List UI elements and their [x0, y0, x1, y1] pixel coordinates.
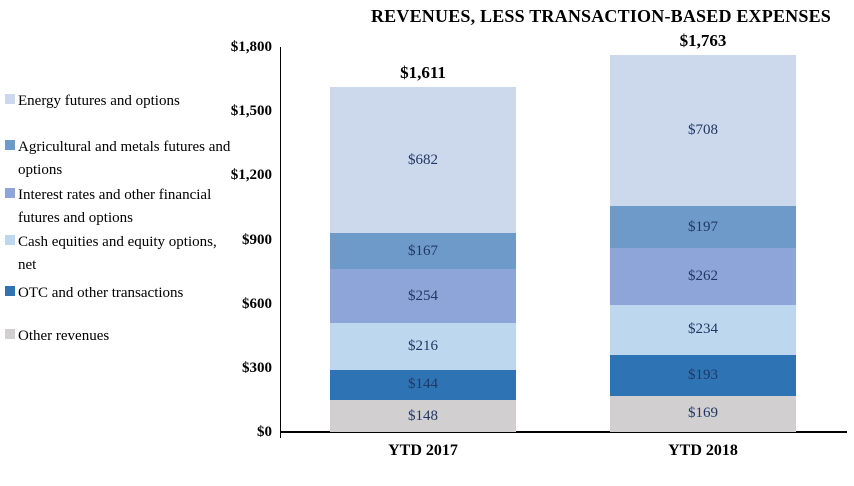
bar-total-label: $1,763: [679, 30, 727, 50]
y-tick-label: $1,500: [230, 103, 272, 120]
legend-label: Interest rates and other financial futur…: [18, 187, 212, 226]
legend-item: Agricultural and metals futures and opti…: [5, 136, 237, 182]
legend-swatch: [5, 235, 15, 245]
segment-value-label: $193: [688, 366, 718, 383]
legend-item: Other revenues: [5, 325, 237, 348]
legend-label: Agricultural and metals futures and opti…: [18, 139, 231, 178]
bar-segment: $169: [610, 395, 796, 432]
legend-item: OTC and other transactions: [5, 282, 237, 305]
legend-item: Energy futures and options: [5, 90, 237, 113]
y-tick-label: $0: [257, 424, 272, 440]
y-axis-line: [280, 47, 281, 438]
chart-title: REVENUES, LESS TRANSACTION-BASED EXPENSE…: [370, 6, 831, 26]
legend-swatch: [5, 188, 15, 198]
segment-value-label: $169: [688, 405, 718, 422]
legend-label: Energy futures and options: [18, 93, 180, 109]
y-tick-label: $300: [242, 359, 272, 376]
segment-value-label: $148: [408, 407, 438, 424]
bar-segment: $197: [610, 206, 796, 249]
segment-value-label: $708: [688, 122, 718, 139]
legend-label: OTC and other transactions: [18, 285, 184, 301]
legend-label: Cash equities and equity options, net: [18, 234, 217, 273]
y-tick-label: $900: [242, 231, 272, 248]
segment-value-label: $197: [688, 218, 718, 235]
segment-value-label: $254: [408, 287, 438, 304]
bar-segment: $193: [610, 354, 796, 396]
y-tick-label: $1,200: [230, 167, 272, 184]
bar-segment: $254: [330, 269, 516, 324]
bar-segment: $216: [330, 323, 516, 370]
x-axis-line: [280, 431, 847, 433]
bar-segment: $144: [330, 369, 516, 401]
segment-value-label: $234: [688, 321, 718, 338]
segment-value-label: $167: [408, 242, 438, 259]
y-tick-label: $600: [242, 295, 272, 312]
segment-value-label: $682: [408, 151, 438, 168]
legend-item: Interest rates and other financial futur…: [5, 184, 237, 230]
bar-segment: $682: [330, 87, 516, 234]
bar-total-label: $1,611: [400, 63, 446, 83]
y-tick-label: $1,800: [230, 39, 272, 55]
segment-value-label: $262: [688, 267, 718, 284]
legend-label: Other revenues: [18, 328, 110, 344]
bar-segment: $234: [610, 304, 796, 355]
bar-segment: $167: [330, 233, 516, 270]
bar-segment: $262: [610, 248, 796, 305]
bar-segment: $708: [610, 54, 796, 207]
category-label: YTD 2017: [388, 442, 458, 459]
legend-swatch: [5, 94, 15, 104]
segment-value-label: $144: [408, 376, 438, 393]
category-label: YTD 2018: [668, 442, 738, 459]
legend-item: Cash equities and equity options, net: [5, 231, 237, 277]
legend-swatch: [5, 140, 15, 150]
segment-value-label: $216: [408, 337, 438, 354]
bar-segment: $148: [330, 400, 516, 432]
legend-swatch: [5, 329, 15, 339]
legend-swatch: [5, 286, 15, 296]
